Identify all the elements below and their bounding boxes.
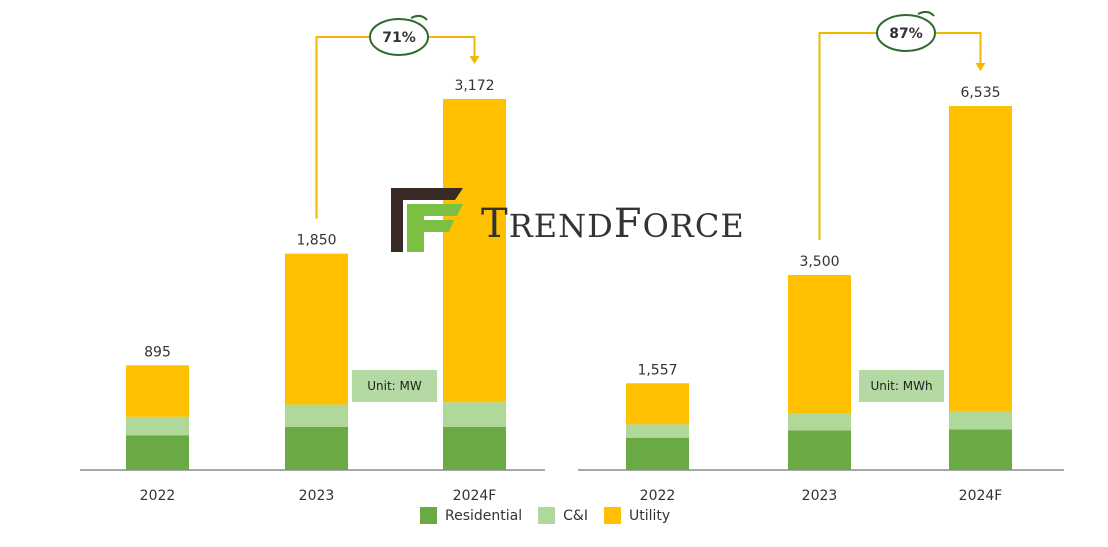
bar-segment-mw-utility-2023 (285, 253, 348, 405)
legend-swatch-ci (538, 507, 556, 524)
bar-segment-mwh-utility-2022 (626, 383, 689, 425)
data-label-total-mw-2023: 1,850 (296, 233, 336, 249)
trendforce-wordmark: TRENDFORCE (481, 201, 745, 247)
bar-segment-mwh-ci-2024f (949, 410, 1012, 430)
bar-segment-mw-utility-2022 (126, 365, 189, 417)
bar-segment-mwh-utility-2024f (949, 106, 1012, 411)
unit-label-mw: Unit: MW (367, 379, 422, 393)
unit-box-mw (352, 370, 437, 402)
data-label-total-mwh-2023: 3,500 (799, 254, 839, 270)
data-label-total-mw-2022: 895 (144, 344, 171, 360)
legend-swatch-residential (420, 507, 437, 524)
data-label-total-mwh-2022: 1,557 (637, 362, 677, 378)
bar-segment-mwh-utility-2023 (788, 275, 851, 414)
bar-segment-mwh-ci-2022 (626, 424, 689, 438)
legend-label-residential: Residential (445, 507, 523, 524)
legend-item-utility: Utility (603, 507, 671, 524)
growth-badge-mw (369, 18, 429, 56)
x-tick-label-mwh-2023: 2023 (802, 488, 838, 504)
bar-segment-mw-ci-2023 (285, 404, 348, 427)
growth-arrowhead-mwh (975, 63, 986, 71)
bar-segment-mw-ci-2022 (126, 416, 189, 436)
growth-badge-swoosh-mwh (917, 10, 935, 17)
legend-label-utility: Utility (628, 507, 671, 524)
data-label-total-mw-2024f: 3,172 (454, 78, 494, 94)
bar-segment-mwh-residential-2023 (788, 430, 851, 470)
growth-label-mwh: 87% (889, 26, 923, 42)
bar-segment-mw-residential-2023 (285, 426, 348, 470)
growth-badge-mwh (876, 14, 936, 52)
bar-segment-mwh-residential-2022 (626, 437, 689, 470)
growth-label-mw: 71% (382, 30, 416, 46)
bar-segment-mw-utility-2024f (443, 99, 506, 403)
x-tick-label-mw-2024f: 2024F (453, 488, 497, 504)
legend-item-residential: Residential (420, 507, 522, 524)
x-tick-label-mwh-2024f: 2024F (959, 488, 1003, 504)
legend: Residential C&I Utility (420, 507, 670, 524)
legend-item-ci: C&I (538, 507, 588, 524)
x-tick-label-mw-2022: 2022 (140, 488, 176, 504)
legend-swatch-utility (603, 507, 621, 524)
trendforce-logo-icon (391, 188, 463, 252)
unit-box-mwh (859, 370, 944, 402)
bar-segment-mwh-residential-2024f (949, 429, 1012, 470)
chart-mwh: 1,557 2022 3,500 2023 6,535 2024F Unit: MWh 87% (578, 10, 1064, 504)
legend-label-ci: C&I (563, 507, 588, 524)
bar-segment-mw-residential-2024f (443, 426, 506, 470)
data-label-total-mwh-2024f: 6,535 (960, 85, 1000, 101)
unit-label-mwh: Unit: MWh (870, 379, 932, 393)
trendforce-watermark: TRENDFORCE (391, 188, 745, 252)
chart-mw: 895 2022 1,850 2023 3,172 2024F Unit: MW 71% (80, 14, 545, 504)
growth-arrowhead-mw (469, 56, 480, 64)
bar-segment-mw-residential-2022 (126, 435, 189, 470)
growth-badge-swoosh-mw (410, 14, 428, 21)
bar-segment-mw-ci-2024f (443, 402, 506, 427)
bar-segment-mwh-ci-2023 (788, 413, 851, 431)
x-tick-label-mw-2023: 2023 (299, 488, 335, 504)
x-tick-label-mwh-2022: 2022 (640, 488, 676, 504)
